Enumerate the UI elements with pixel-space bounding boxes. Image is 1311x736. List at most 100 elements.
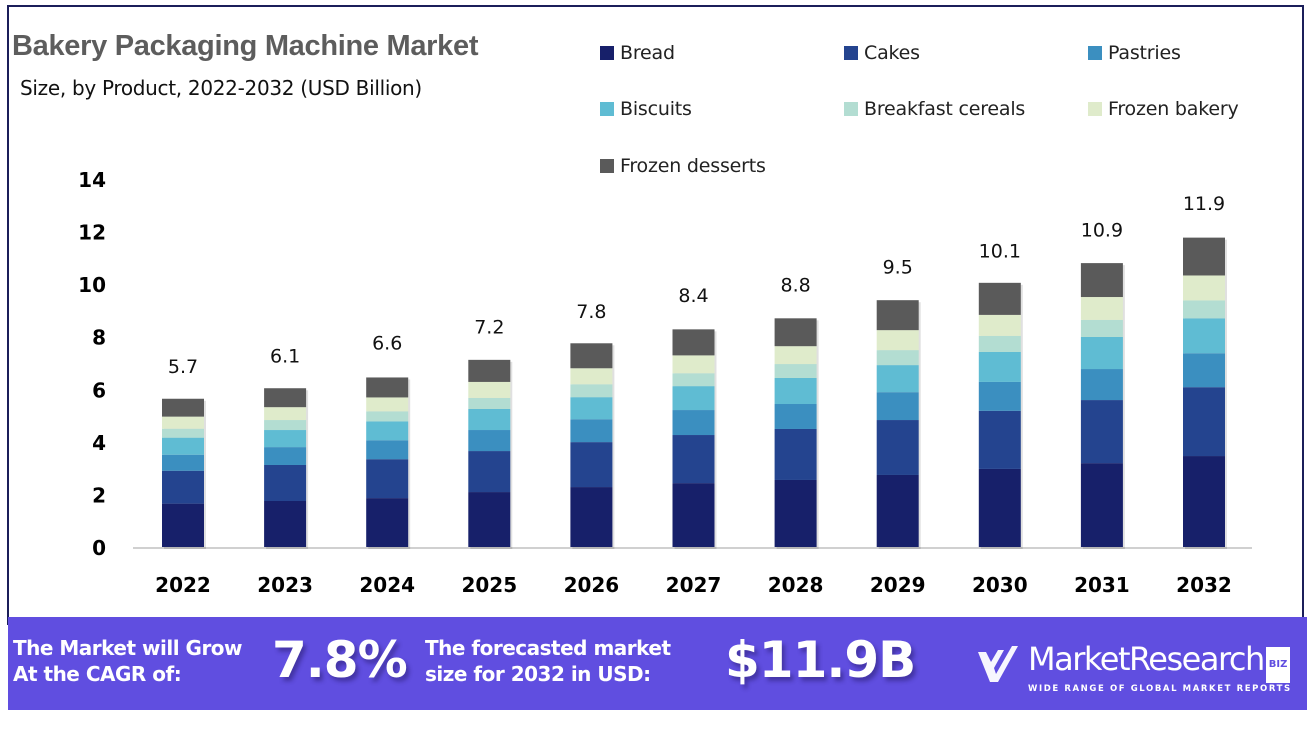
x-tick-label: 2032 [1176, 573, 1232, 597]
bar-segment-bread [468, 492, 511, 547]
bar-segment-bread [876, 474, 919, 547]
bar-segment-biscuits [366, 421, 409, 441]
bar-segment-cakes [468, 451, 511, 493]
legend-swatch-frozen-desserts [600, 159, 614, 173]
bar-total-label: 10.1 [979, 241, 1021, 263]
bar-segment-cakes [1183, 387, 1225, 457]
x-tick-label: 2024 [359, 573, 415, 597]
bar-segment-bread [1183, 456, 1225, 547]
cagr-caption: The Market will Grow At the CAGR of: [13, 635, 243, 687]
bar-segment-biscuits [1080, 336, 1123, 370]
bar-segment-breakfast-cereals [774, 364, 817, 378]
legend-label: Biscuits [620, 98, 692, 120]
legend-item-pastries: Pastries [1088, 42, 1181, 64]
bar-segment-cakes [978, 410, 1021, 469]
bar-segment-pastries [978, 381, 1021, 411]
bar-segment-breakfast-cereals [672, 373, 715, 387]
bar-segment-breakfast-cereals [1080, 319, 1123, 337]
bar-segment-biscuits [672, 386, 715, 411]
bar-segment-bread [672, 483, 715, 547]
bar-segment-frozen-desserts [1183, 237, 1225, 276]
bar-segment-bread [366, 498, 409, 547]
bar-segment-frozen-desserts [774, 318, 817, 347]
y-tick-label: 12 [78, 221, 106, 245]
y-tick-label: 2 [92, 483, 106, 507]
chart-frame [7, 5, 1304, 625]
bar-segment-cakes [1080, 400, 1123, 464]
x-tick-label: 2023 [257, 573, 313, 597]
bar-total-label: 8.8 [780, 275, 810, 297]
bar-segment-bread [774, 479, 817, 547]
bar-segment-bread [162, 503, 204, 547]
bar-segment-bread [570, 487, 613, 547]
legend-item-frozen-bakery: Frozen bakery [1088, 98, 1239, 120]
bar-segment-breakfast-cereals [366, 411, 409, 422]
bar-segment-bread [1080, 463, 1123, 547]
bar-segment-breakfast-cereals [876, 350, 919, 366]
y-tick-label: 14 [78, 168, 106, 192]
bar-segment-cakes [876, 420, 919, 475]
legend-label: Bread [620, 42, 675, 64]
bar-segment-biscuits [264, 430, 307, 448]
legend-item-breakfast-cereals: Breakfast cereals [844, 98, 1025, 120]
bar-segment-pastries [672, 410, 715, 436]
bar-segment-biscuits [978, 351, 1021, 382]
bar-segment-frozen-bakery [876, 330, 919, 351]
logo-badge: BIZ [1265, 647, 1291, 683]
bar-segment-cakes [570, 442, 613, 488]
legend-swatch-breakfast-cereals [844, 102, 858, 116]
bar-segment-frozen-bakery [672, 355, 715, 374]
bar-segment-frozen-bakery [978, 314, 1021, 336]
bar-segment-biscuits [774, 377, 817, 405]
y-tick-label: 10 [78, 273, 106, 297]
bar-total-label: 10.9 [1081, 219, 1123, 241]
bar-segment-pastries [162, 454, 204, 471]
legend-swatch-bread [600, 46, 614, 60]
legend-label: Cakes [864, 42, 920, 64]
bar-segment-biscuits [570, 397, 613, 420]
bar-segment-cakes [162, 470, 204, 504]
bar-segment-biscuits [1183, 318, 1225, 354]
bar-segment-frozen-desserts [162, 398, 204, 417]
bar-segment-frozen-desserts [264, 388, 307, 408]
bar-segment-frozen-desserts [468, 359, 511, 382]
bar-segment-pastries [570, 419, 613, 443]
bar-segment-bread [264, 501, 307, 547]
bar-segment-breakfast-cereals [1183, 300, 1225, 319]
bar-segment-pastries [468, 430, 511, 452]
bar-segment-pastries [1183, 353, 1225, 388]
y-tick-label: 8 [92, 326, 106, 350]
bar-segment-biscuits [162, 437, 204, 455]
bar-segment-breakfast-cereals [468, 397, 511, 409]
legend-swatch-biscuits [600, 102, 614, 116]
bar-segment-frozen-desserts [978, 282, 1021, 315]
bar-segment-breakfast-cereals [264, 420, 307, 431]
bar-total-label: 8.4 [678, 285, 708, 307]
y-tick-label: 0 [92, 536, 106, 560]
legend-item-cakes: Cakes [844, 42, 920, 64]
forecast-caption: The forecasted market size for 2032 in U… [425, 635, 671, 687]
bar-segment-breakfast-cereals [570, 384, 613, 398]
bar-segment-breakfast-cereals [162, 428, 204, 438]
bar-segment-cakes [264, 464, 307, 501]
bar-total-label: 5.7 [168, 356, 198, 378]
x-tick-label: 2028 [768, 573, 824, 597]
bar-segment-frozen-bakery [1183, 275, 1225, 301]
bar-segment-frozen-bakery [1080, 297, 1123, 320]
legend-label: Frozen desserts [620, 155, 766, 177]
bar-total-label: 11.9 [1183, 193, 1225, 215]
bar-total-label: 6.6 [372, 333, 402, 355]
bar-total-label: 7.8 [576, 301, 606, 323]
legend-item-bread: Bread [600, 42, 675, 64]
chart-subtitle: Size, by Product, 2022-2032 (USD Billion… [20, 76, 422, 100]
cagr-caption-line1: The Market will Grow [13, 636, 243, 660]
x-tick-label: 2029 [870, 573, 926, 597]
bar-segment-biscuits [468, 409, 511, 431]
bar-segment-frozen-bakery [468, 381, 511, 398]
chart-title: Bakery Packaging Machine Market [12, 30, 479, 62]
bar-segment-frozen-desserts [672, 329, 715, 356]
legend-swatch-frozen-bakery [1088, 102, 1102, 116]
bar-segment-cakes [774, 428, 817, 480]
bar-segment-pastries [876, 392, 919, 421]
x-tick-label: 2022 [155, 573, 211, 597]
